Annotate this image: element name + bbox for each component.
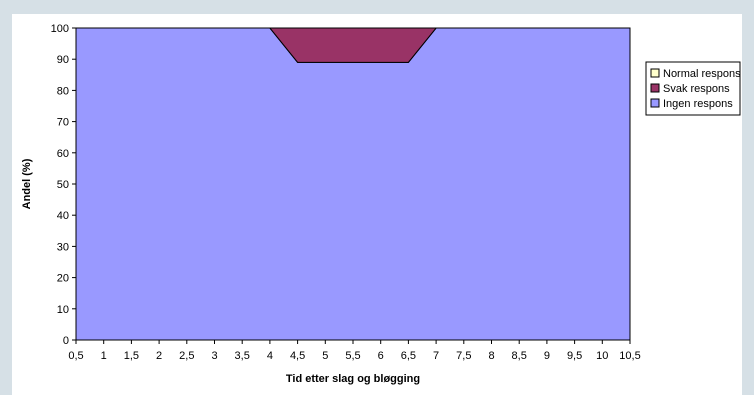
x-tick-label: 4 xyxy=(267,350,273,362)
chart-frame: 0 10 20 30 40 50 60 70 80 90 100 0,5 1 1,5 2 2,5 3 3,5 4 4,… xyxy=(12,14,742,395)
y-tick-label: 50 xyxy=(57,179,69,191)
area-series-ingen-respons xyxy=(75,27,631,341)
x-tick-label: 2,5 xyxy=(179,350,194,362)
x-tick-label: 3 xyxy=(211,350,217,362)
x-tick-label: 6 xyxy=(378,350,384,362)
plot-area xyxy=(75,27,631,341)
area-chart: 0 10 20 30 40 50 60 70 80 90 100 0,5 1 1,5 2 2,5 3 3,5 4 4,… xyxy=(21,23,741,385)
y-tick-label: 40 xyxy=(57,210,69,222)
legend-label: Ingen respons xyxy=(663,98,733,110)
x-tick-label: 5,5 xyxy=(345,350,360,362)
x-tick-label: 1 xyxy=(101,350,107,362)
y-tick-label: 30 xyxy=(57,241,69,253)
x-tick-label: 10 xyxy=(596,350,608,362)
x-tick-label: 1,5 xyxy=(124,350,139,362)
axes: 0 10 20 30 40 50 60 70 80 90 100 0,5 1 1,5 2 2,5 3 3,5 4 4,… xyxy=(51,23,641,362)
y-axis-title: Andel (%) xyxy=(21,158,33,209)
x-tick-label: 9,5 xyxy=(567,350,582,362)
x-tick-label: 8 xyxy=(488,350,494,362)
x-tick-label: 0,5 xyxy=(68,350,83,362)
legend-box xyxy=(645,61,741,116)
x-tick-label: 7,5 xyxy=(456,350,471,362)
x-tick-label: 2 xyxy=(156,350,162,362)
y-tick-label: 70 xyxy=(57,117,69,129)
area-series-svak-respons xyxy=(76,27,630,63)
x-tick-label: 10,5 xyxy=(619,350,640,362)
x-tick-label: 9 xyxy=(544,350,550,362)
x-tick-label: 7 xyxy=(433,350,439,362)
y-tick-label: 0 xyxy=(63,335,69,347)
y-tick-label: 60 xyxy=(57,148,69,160)
x-tick-label: 4,5 xyxy=(290,350,305,362)
y-tick-label: 10 xyxy=(57,304,69,316)
legend-label: Svak respons xyxy=(663,83,730,95)
legend-swatch xyxy=(650,83,660,93)
legend-swatch xyxy=(650,98,660,108)
y-tick-label: 90 xyxy=(57,54,69,66)
y-tick-label: 80 xyxy=(57,85,69,97)
legend: Normal respons Svak respons Ingen respons xyxy=(645,61,741,116)
x-axis-title: Tid etter slag og bløgging xyxy=(286,373,420,385)
legend-label: Normal respons xyxy=(663,68,741,80)
y-tick-label: 100 xyxy=(51,23,69,35)
x-tick-label: 3,5 xyxy=(235,350,250,362)
x-tick-label: 5 xyxy=(322,350,328,362)
y-tick-label: 20 xyxy=(57,273,69,285)
x-tick-label: 6,5 xyxy=(401,350,416,362)
x-tick-label: 8,5 xyxy=(512,350,527,362)
legend-swatch xyxy=(650,68,660,78)
